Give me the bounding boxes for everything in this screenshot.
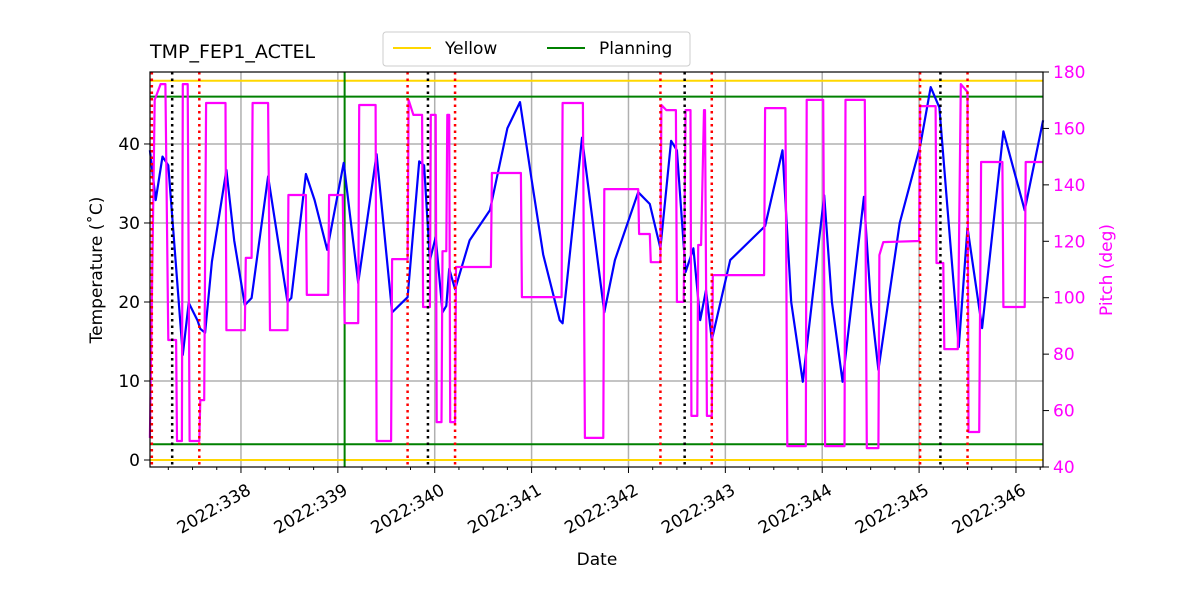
y2-tick-label: 40 bbox=[1053, 458, 1075, 478]
y-axis-label: Temperature (˚C) bbox=[86, 197, 107, 345]
y-tick-label: 10 bbox=[118, 372, 140, 392]
axes-frame bbox=[149, 71, 1044, 468]
y2-tick-label: 100 bbox=[1053, 289, 1085, 309]
y2-tick-label: 140 bbox=[1053, 176, 1085, 196]
legend: Yellow Planning bbox=[382, 31, 691, 67]
y2-axis-label: Pitch (deg) bbox=[1097, 224, 1117, 316]
y2-tick-label: 180 bbox=[1053, 63, 1085, 83]
pitch-series-line bbox=[148, 82, 1044, 450]
y-tick-label: 30 bbox=[118, 214, 140, 234]
temperature-series-line bbox=[148, 85, 1045, 383]
chart-title: TMP_FEP1_ACTEL bbox=[149, 41, 315, 63]
plot-area bbox=[148, 72, 1045, 467]
y2-tick-label: 160 bbox=[1053, 119, 1085, 139]
x-axis-label: Date bbox=[577, 550, 618, 570]
legend-label-yellow: Yellow bbox=[444, 39, 497, 59]
y2-tick-label: 60 bbox=[1053, 402, 1075, 422]
y-tick-label: 20 bbox=[118, 293, 140, 313]
legend-label-planning: Planning bbox=[599, 39, 672, 59]
y-tick-label: 0 bbox=[129, 451, 140, 471]
y-tick-label: 40 bbox=[118, 135, 140, 155]
y2-tick-label: 80 bbox=[1053, 345, 1075, 365]
y2-tick-label: 120 bbox=[1053, 232, 1085, 252]
